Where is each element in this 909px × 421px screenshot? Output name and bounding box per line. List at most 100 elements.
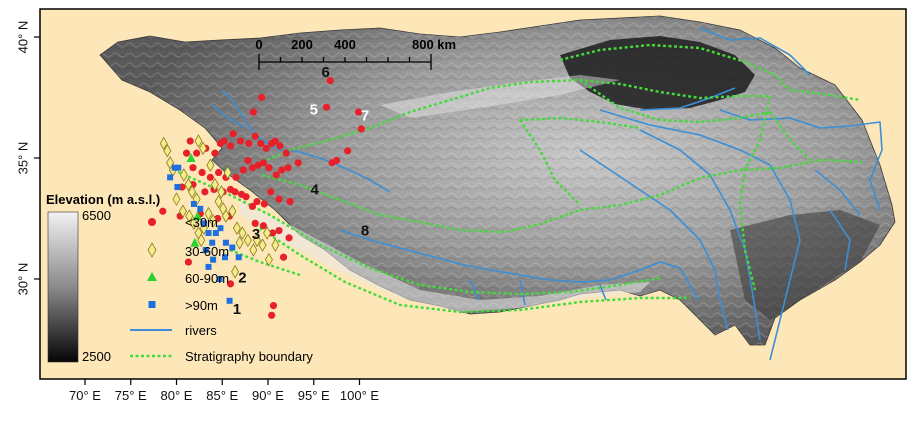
- site-blue-7: [205, 230, 212, 237]
- site-red-23: [214, 168, 223, 177]
- site-red-38: [201, 188, 209, 196]
- site-yellow-23: [189, 216, 198, 231]
- site-red-66: [326, 76, 334, 85]
- site-red-14: [257, 139, 265, 148]
- site-yellow-18: [238, 226, 247, 240]
- site-red-17: [271, 137, 279, 145]
- boundary-qaidam-north: [559, 43, 791, 91]
- scale-label-200: 200: [291, 37, 313, 52]
- region-label-3: 3: [252, 226, 260, 243]
- himalaya-highlight: [240, 200, 650, 312]
- site-yellow-20: [172, 192, 181, 206]
- site-red-10: [245, 139, 253, 148]
- rivers-layer: [211, 27, 883, 361]
- river-salween: [579, 149, 729, 331]
- lon-tick-label-0: 70° E: [69, 388, 101, 403]
- boundary-lhasa-qiangtang: [261, 158, 863, 234]
- legend-marker-red: [148, 218, 156, 226]
- legend-label-gt90: >90m: [185, 298, 218, 313]
- site-yellow-6: [188, 185, 197, 199]
- boundary-himalaya-lhasa: [177, 170, 661, 296]
- site-yellow-35: [271, 238, 280, 252]
- site-red-61: [184, 258, 192, 266]
- river-northeast: [699, 27, 811, 76]
- site-red-31: [265, 164, 273, 172]
- site-yellow-37: [263, 226, 272, 240]
- river-eastern-tributaries: [814, 169, 861, 271]
- boundary-qaidam-south: [579, 79, 771, 124]
- site-red-26: [239, 166, 247, 174]
- site-red-11: [249, 108, 257, 116]
- river-yellow: [719, 109, 883, 211]
- site-red-8: [229, 130, 237, 138]
- qaidam-basin-shading: [560, 36, 755, 110]
- legend-label-rivers: rivers: [185, 323, 217, 338]
- lat-tick-label-2: 30° N: [15, 263, 30, 296]
- river-western-tributaries: [211, 104, 246, 129]
- site-yellow-14: [221, 209, 230, 223]
- legend-label-boundary: Stratigraphy boundary: [185, 349, 313, 364]
- site-red-46: [253, 197, 261, 206]
- site-red-67: [322, 103, 331, 111]
- region-label-1: 1: [233, 301, 241, 318]
- site-red-63: [268, 311, 276, 319]
- site-red-34: [284, 164, 292, 172]
- stratigraphy-boundaries-layer: [177, 43, 863, 314]
- region-labels-layer: 1 2 3 4 5 6 7 8: [233, 64, 369, 318]
- site-blue-2: [175, 164, 182, 171]
- site-red-6: [220, 137, 228, 145]
- site-red-60: [285, 234, 293, 242]
- site-yellow-22: [185, 209, 194, 223]
- site-red-12: [257, 93, 266, 102]
- site-red-45: [248, 202, 257, 210]
- site-red-20: [189, 164, 197, 172]
- lat-tick-label-0: 40° N: [15, 21, 30, 54]
- southeast-gorges-shading: [730, 210, 880, 320]
- site-red-68: [354, 108, 363, 116]
- site-red-27: [244, 156, 252, 165]
- legend-marker-yellow: [147, 242, 157, 258]
- legend-marker-green: [147, 272, 157, 281]
- site-red-71: [333, 156, 341, 165]
- site-red-56: [251, 219, 259, 227]
- site-blue-12: [229, 244, 236, 251]
- sample-sites-layer: [159, 76, 365, 319]
- site-yellow-10: [206, 158, 215, 173]
- site-red-18: [276, 142, 284, 150]
- river-yarlung-tsangpo: [339, 229, 699, 301]
- site-yellow-4: [179, 168, 188, 182]
- site-red-19: [282, 149, 290, 157]
- site-red-44: [242, 193, 250, 201]
- site-red-4: [211, 149, 219, 157]
- site-blue-10: [217, 225, 224, 232]
- site-red-51: [159, 207, 167, 215]
- site-red-47: [260, 200, 268, 208]
- site-yellow-29: [217, 185, 226, 199]
- lon-tick-label-4: 90° E: [252, 388, 284, 403]
- region-label-2: 2: [238, 270, 246, 287]
- site-blue-9: [212, 230, 219, 237]
- site-green-2: [190, 237, 200, 247]
- site-yellow-25: [197, 233, 206, 248]
- legend-marker-blue: [148, 301, 156, 308]
- region-label-7: 7: [361, 107, 369, 124]
- legend-label-60-90: 60-90m: [185, 271, 229, 286]
- boundary-himalaya-south: [254, 224, 690, 314]
- river-qaidam: [639, 87, 736, 111]
- site-blue-15: [210, 256, 217, 263]
- site-yellow-32: [253, 233, 261, 248]
- site-red-62: [226, 280, 235, 288]
- site-red-35: [294, 159, 302, 167]
- legend-elevation-min: 2500: [82, 349, 111, 364]
- site-blue-16: [221, 254, 228, 261]
- site-red-72: [344, 147, 352, 155]
- site-red-25: [232, 173, 240, 181]
- lon-tick-label-6: 100° E: [340, 388, 380, 403]
- site-red-22: [206, 173, 214, 181]
- legend-elevation-max: 6500: [82, 208, 111, 223]
- site-yellow-30: [223, 165, 232, 180]
- site-red-50: [286, 197, 294, 206]
- river-indus: [221, 89, 391, 193]
